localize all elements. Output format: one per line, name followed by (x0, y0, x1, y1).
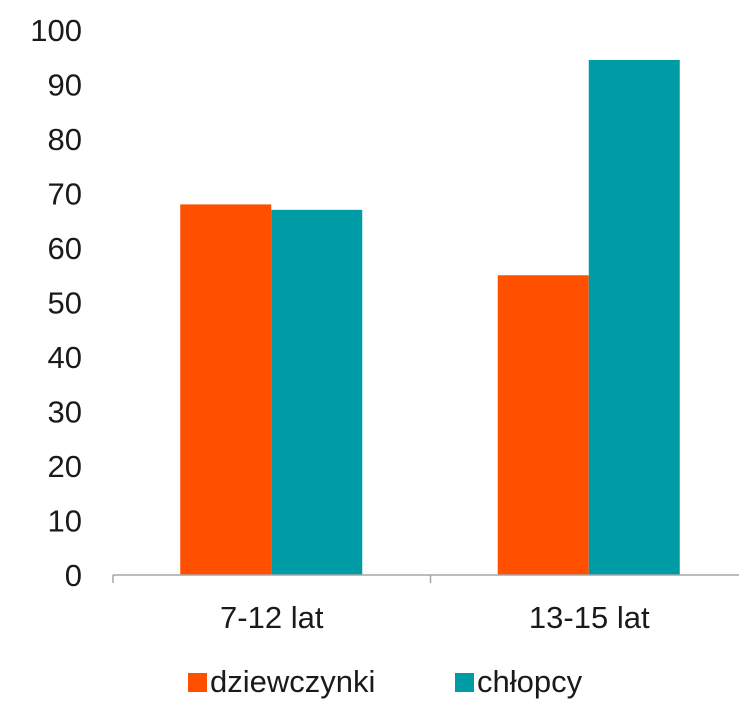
y-tick-label: 60 (48, 231, 82, 266)
x-tick-label: 13-15 lat (529, 600, 650, 635)
bar-dziewczynki-0 (180, 204, 272, 575)
legend-label: chłopcy (477, 664, 583, 699)
y-tick-label: 70 (48, 177, 82, 212)
y-tick-label: 50 (48, 286, 82, 321)
y-tick-label: 0 (65, 558, 82, 593)
y-tick-label: 90 (48, 68, 82, 103)
y-axis-tick-labels: 0 10 20 30 40 50 60 70 80 90 100 (30, 13, 82, 593)
legend-swatch-chłopcy (455, 673, 474, 692)
bar-chłopcy-0 (271, 209, 363, 575)
bars (180, 59, 680, 576)
y-tick-label: 10 (48, 504, 82, 539)
legend-label: dziewczynki (210, 664, 375, 699)
y-tick-label: 20 (48, 449, 82, 484)
legend: dziewczynki chłopcy (188, 664, 583, 699)
y-tick-label: 30 (48, 395, 82, 430)
y-tick-label: 40 (48, 340, 82, 375)
bar-dziewczynki-1 (497, 275, 589, 575)
y-tick-label: 100 (30, 13, 82, 48)
x-tick-label: 7-12 lat (220, 600, 324, 635)
y-tick-label: 80 (48, 122, 82, 157)
legend-swatch-dziewczynki (188, 673, 207, 692)
bar-chłopcy-1 (588, 59, 680, 576)
x-axis: 7-12 lat 13-15 lat (112, 574, 739, 635)
